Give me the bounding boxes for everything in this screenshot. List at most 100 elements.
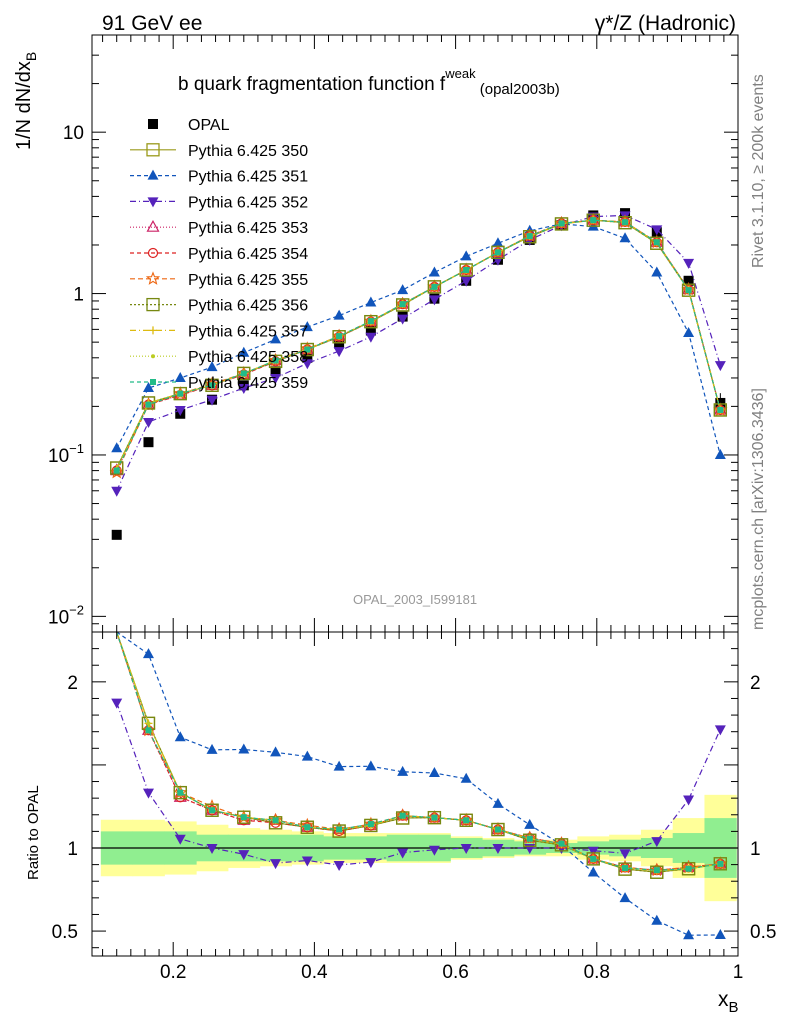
data-point [301,321,313,332]
legend-label: Pythia 6.425 352 [188,194,308,211]
legend-entry: Pythia 6.425 353 [130,219,308,237]
ratio-y-tick-label: 2 [67,673,78,694]
y-tick-label: 1 [73,285,84,306]
ratio-line [116,631,721,872]
ratio-point [332,824,346,838]
plot-title-sup: weak [444,66,476,81]
data-point [174,371,186,382]
data-point [367,318,374,325]
ratio-point [399,812,406,819]
data-point [681,283,696,297]
legend-entry: Pythia 6.425 356 [130,298,308,315]
ratio-point [622,865,629,872]
ratio-series-10 [116,631,724,874]
ratio-axis-ticks: 0.2 0.4 0.6 0.8 1 0.5 0.5 1 1 2 2 [52,632,776,983]
ratio-point [301,750,313,761]
ratio-point [492,797,504,808]
ratio-point [619,849,631,860]
series-line [116,219,721,470]
ratio-point [428,845,440,856]
plot-title: b quark fragmentation function fweak (op… [178,66,560,98]
ratio-point [714,725,726,736]
ratio-point [142,648,154,659]
x-tick-label: 1 [733,962,744,983]
y-tick-label: 10 [63,123,84,144]
data-point [333,309,345,320]
data-point [238,346,250,357]
data-point [332,330,346,344]
data-point [336,333,343,340]
series-3 [111,211,726,497]
legend-label: OPAL [188,117,230,134]
plot-title-main: b quark fragmentation function f [178,74,446,95]
legend: OPAL Pythia 6.425 350 Pythia 6.425 351 Pyth… [130,117,308,392]
ratio-point [240,814,247,821]
data-point [397,284,409,295]
ratio-plot-frame [91,631,739,957]
legend-marker [147,247,159,259]
ratio-point [174,834,186,845]
data-point [240,370,247,377]
ratio-point [206,844,218,854]
data-point [427,280,442,294]
ratio-point [491,822,505,837]
ratio-point [177,789,184,796]
ratio-point [367,821,374,828]
data-point [333,347,345,358]
ratio-point [174,731,186,742]
data-point [270,333,282,344]
data-point [395,298,410,312]
ratio-point [683,929,695,940]
data-point [492,237,504,248]
legend-marker [147,169,159,180]
data-point [618,216,632,230]
ratio-point [463,817,470,824]
ratio-point [494,826,501,833]
data-point [143,437,154,448]
main-y-axis-title: 1/N dN/dxB [13,52,39,150]
y-tick-label: 10−2 [48,602,84,628]
ratio-point [524,818,536,829]
data-point [268,354,283,369]
data-point [397,314,409,325]
data-point [302,344,313,355]
main-y-axis-title-text: 1/N dN/dx [13,61,35,150]
legend-entry: Pythia 6.425 354 [130,246,308,263]
data-point [459,263,473,277]
legend-label: Pythia 6.425 350 [188,143,308,160]
data-point [304,346,311,353]
data-point [494,249,501,256]
series-10 [113,217,724,474]
data-point [206,361,218,372]
ratio-point [173,785,187,800]
legend-entry: Pythia 6.425 351 [130,169,308,186]
x-axis-title-text: x [718,988,729,1011]
ratio-point [365,760,377,771]
x-tick-label: 0.2 [160,962,186,983]
ratio-point [653,867,660,874]
data-point [683,258,695,269]
data-point [365,316,376,327]
legend-entry: Pythia 6.425 350 [130,143,308,160]
legend-label: Pythia 6.425 358 [188,349,308,366]
ratio-point [336,826,343,833]
ratio-y-tick-label: 0.5 [52,922,78,943]
data-point [431,283,438,290]
ratio-point [270,859,282,870]
ratio-plot-content [92,631,738,940]
data-point [685,287,692,294]
data-point [714,448,726,459]
ratio-y-tick-label: 1 [67,839,78,860]
data-point [365,296,377,307]
ratio-point [397,765,409,776]
y-tick-label: 10−1 [48,441,84,467]
ratio-point [492,844,504,854]
ratio-point [146,721,151,726]
data-point [651,266,663,277]
data-point [460,276,472,287]
legend-marker [148,119,158,129]
data-point [683,326,695,337]
main-axis-ticks: 10−2 10−1 1 10 [48,34,738,633]
data-point [650,236,664,250]
